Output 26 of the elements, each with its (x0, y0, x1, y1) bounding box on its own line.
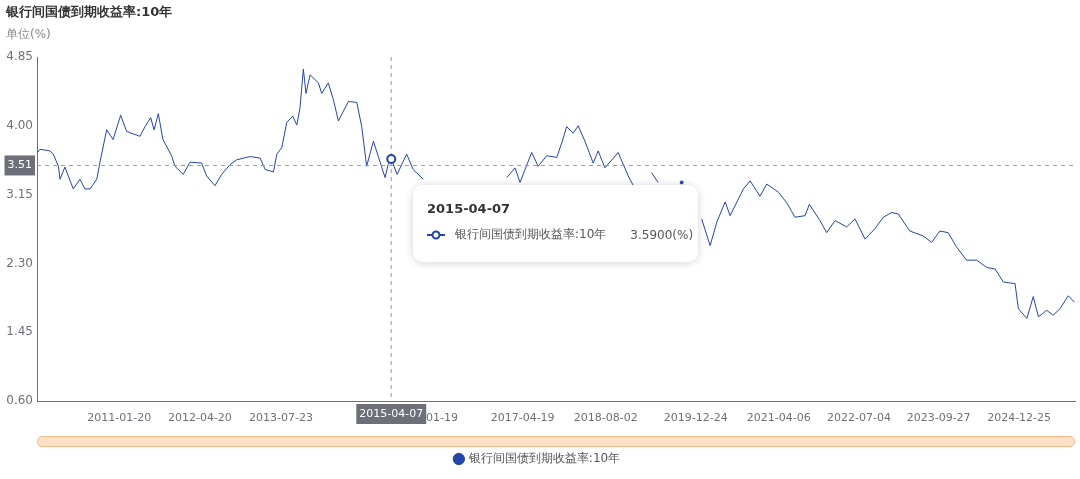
x-tick-label: 2011-01-20 (87, 411, 152, 425)
x-tick-label: 2019-12-24 (663, 411, 728, 425)
legend-label: 银行间国债到期收益率:10年 (467, 451, 621, 466)
y-tick-label: 4.85 (6, 49, 33, 64)
chart-title: 银行间国债到期收益率:10年 (6, 3, 173, 21)
annotation: 3.5900(%) (630, 227, 694, 242)
y-tick-label: 3.15 (6, 186, 33, 201)
y-tick-label: 0.60 (6, 393, 33, 408)
ref-line-label: 3.51 (7, 158, 32, 172)
annotation: 2015-04-07 (427, 201, 512, 216)
x-tick-label: 2018-08-02 (573, 411, 638, 425)
x-tick-label: 2022-07-04 (827, 411, 892, 425)
ref-line-label: 2015-04-07 (359, 406, 424, 420)
x-tick-label: 2013-07-23 (249, 411, 314, 425)
tooltip-box: 2015-04-07 银行间国债到期收益率:10年 3.5900(%) (413, 185, 698, 262)
y-tick-label: 1.45 (6, 324, 33, 339)
y-axis-title: 单位(%) (6, 26, 51, 43)
x-tick-label: 01-19 (426, 411, 458, 425)
y-tick-label: 2.30 (6, 255, 33, 270)
x-tick-label: 2012-04-20 (167, 411, 232, 425)
y-tick-label: 4.00 (6, 117, 33, 132)
annotation: 银行间国债到期收益率:10年 (455, 226, 607, 243)
x-tick-label: 2021-04-06 (746, 411, 811, 425)
x-tick-label: 2024-12-25 (987, 411, 1052, 425)
x-tick-label: 2023-09-27 (906, 411, 971, 425)
x-tick-label: 2017-04-19 (490, 411, 555, 425)
